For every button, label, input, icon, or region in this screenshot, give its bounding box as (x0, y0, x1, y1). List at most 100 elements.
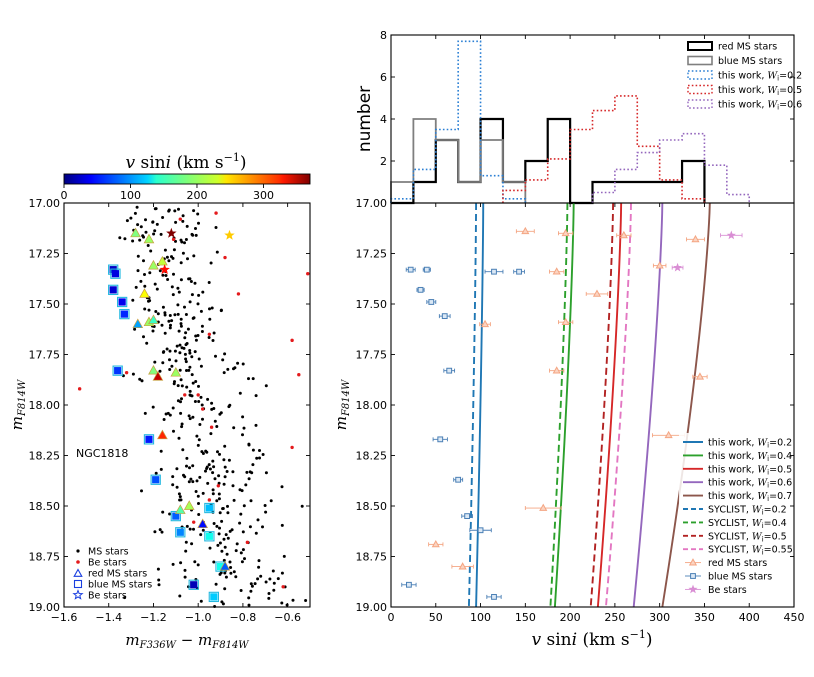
be-star-marker (159, 264, 170, 275)
cmd-y-tick-label: 18.50 (29, 500, 61, 513)
colorbar-ticks: 0 100 200 300 (61, 184, 274, 202)
ms-star-point (168, 326, 172, 330)
ms-star-point (272, 581, 276, 585)
ms-star-point (211, 339, 215, 342)
ms-star-point (206, 481, 210, 485)
legend-label-i: i (762, 535, 764, 543)
histogram-y-tick-label: 6 (380, 71, 387, 84)
colorbar-tick-label: 300 (253, 189, 274, 202)
ms-star-point (242, 426, 246, 430)
vsini-y-tick-label: 19.00 (356, 601, 388, 614)
ms-star-point (251, 377, 255, 381)
ms-star-point (189, 477, 193, 481)
vsini-legend-label: this work, Wi=0.7 (708, 491, 792, 503)
ms-star-point (173, 209, 177, 213)
histogram-legend-label: this work, Wi=0.5 (718, 85, 802, 97)
ms-star-point (153, 282, 157, 286)
cmd-y-tick-label: 17.50 (29, 298, 61, 311)
ms-star-point (171, 256, 175, 260)
ms-star-point (229, 571, 233, 575)
red-ms-triangle (143, 233, 155, 244)
vsini-legend-label: this work, Wi=0.4 (708, 451, 792, 463)
ms-star-point (123, 596, 127, 600)
ms-star-point (196, 563, 200, 567)
ms-star-point (192, 527, 195, 531)
ms-star-point (195, 479, 199, 483)
legend-label-value: =0.2 (764, 505, 787, 516)
ms-star-point (216, 450, 219, 454)
ms-star-point (188, 349, 192, 352)
ms-star-point (191, 464, 195, 468)
legend-label-i: i (767, 482, 769, 490)
ms-star-point (183, 336, 187, 340)
cmd-x-tick-label: −1.6 (51, 611, 78, 624)
vsini-be-star-point (726, 230, 736, 240)
vsini-red-ms-point (561, 228, 570, 237)
vsini-y-ticks: 17.00 17.25 17.50 17.75 18.00 18.25 18.50 18.75… (356, 197, 794, 614)
ms-star-point (249, 499, 253, 503)
legend-label-i: i (762, 549, 764, 557)
vsini-model-curve (549, 202, 569, 608)
vsini-y-label-m: m (332, 416, 350, 430)
ms-star-point (276, 577, 280, 581)
ms-star-point (247, 377, 250, 381)
vsini-model-lines (467, 202, 711, 608)
vsini-y-tick-label: 18.00 (356, 399, 388, 412)
ms-star-point (211, 459, 215, 463)
ms-star-point (148, 299, 152, 303)
ms-star-point (241, 548, 245, 552)
ms-star-point (181, 251, 185, 255)
ms-star-point (179, 278, 183, 282)
ms-star-point (184, 540, 188, 544)
ms-star-point (174, 220, 178, 224)
ms-star-point (217, 497, 221, 501)
vsini-y-tick-label: 17.00 (356, 197, 388, 210)
blue-ms-fill (118, 298, 126, 306)
legend-label-main: this work, (708, 478, 757, 489)
blue-ms-square (119, 308, 130, 320)
ms-star-point (261, 525, 264, 529)
cmd-y-tick-label: 17.00 (29, 197, 61, 210)
ms-star-point (208, 317, 212, 321)
vsini-x-tick-label: 100 (470, 611, 491, 624)
ms-star-point (264, 580, 268, 584)
legend-label-value: =0.2 (769, 438, 792, 449)
ms-star-point (158, 269, 162, 273)
ms-star-point (239, 512, 243, 516)
ms-star-point (141, 234, 145, 238)
ms-star-point (176, 312, 180, 316)
vsini-legend-background (679, 433, 789, 598)
ms-star-point (172, 272, 175, 276)
ms-star-point (125, 219, 129, 223)
ms-star-point (178, 594, 182, 598)
blue-ms-fill (205, 504, 213, 512)
ms-star-point (208, 307, 211, 311)
ms-star-point (131, 298, 135, 302)
ms-star-point (238, 521, 242, 525)
vsini-red-ms-point (619, 230, 628, 239)
ms-star-point (218, 412, 222, 416)
ms-star-point (231, 484, 235, 488)
ms-star-point (223, 545, 227, 549)
ms-star-point (218, 452, 221, 456)
blue-ms-fill (172, 512, 180, 520)
ms-star-point (173, 349, 177, 353)
vsini-x-tick-label: 50 (429, 611, 443, 624)
ms-star-point (204, 449, 208, 453)
ms-star-point (280, 571, 284, 575)
ms-star-point (158, 369, 162, 373)
blue-ms-fill (114, 367, 122, 375)
vsini-y-label-sub: F814W (341, 379, 352, 417)
cmd-y-tick-label: 18.25 (29, 450, 61, 463)
blue-ms-fill (216, 563, 225, 571)
ms-star-point (239, 551, 243, 555)
ms-star-point (161, 361, 165, 365)
ms-star-point (168, 413, 172, 417)
ms-star-point (249, 589, 253, 593)
ms-star-point (250, 471, 254, 475)
ms-star-point (229, 566, 233, 569)
vsini-model-curve (596, 202, 623, 608)
be-star-point (281, 585, 285, 589)
ms-star-point (191, 381, 195, 385)
vsini-blue-ms-point (407, 266, 414, 273)
